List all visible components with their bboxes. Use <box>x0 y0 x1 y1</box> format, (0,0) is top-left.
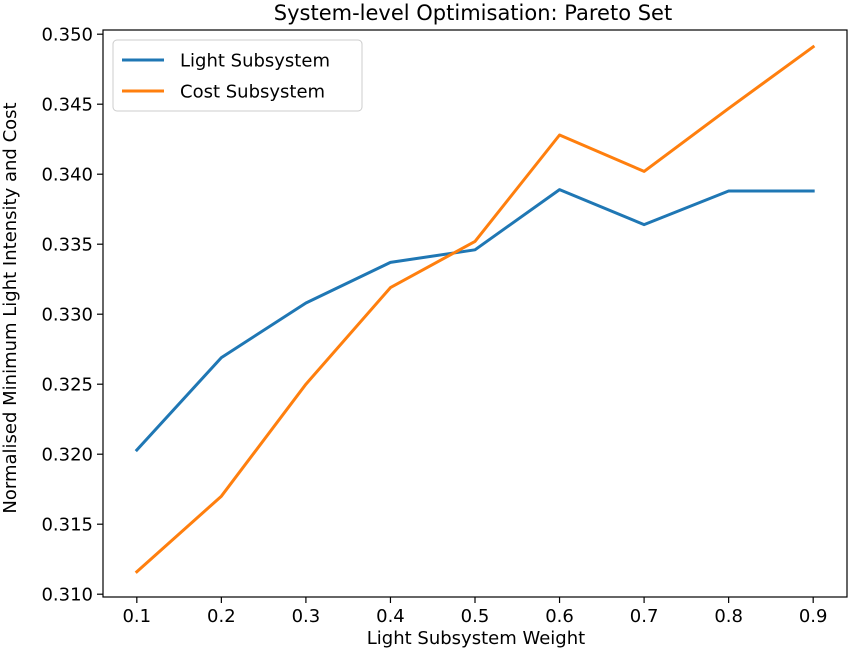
y-tick-label: 0.340 <box>41 165 93 186</box>
legend: Light Subsystem Cost Subsystem <box>112 39 363 112</box>
x-tick-label: 0.7 <box>630 606 659 627</box>
y-tick-label: 0.315 <box>41 515 93 536</box>
x-tick-label: 0.9 <box>799 606 828 627</box>
x-tick-label: 0.6 <box>545 606 574 627</box>
chart-title: System-level Optimisation: Pareto Set <box>274 1 672 25</box>
legend-box <box>112 39 363 112</box>
y-tick-label: 0.325 <box>41 375 93 396</box>
y-tick-label: 0.345 <box>41 95 93 116</box>
x-tick-label: 0.2 <box>207 606 236 627</box>
y-axis-label: Normalised Minimum Light Intensity and C… <box>0 102 21 513</box>
x-tick-label: 0.5 <box>461 606 490 627</box>
x-tick-label: 0.8 <box>714 606 743 627</box>
x-tick-label: 0.1 <box>122 606 151 627</box>
axes-layer: 0.1 0.2 0.3 0.4 0.5 0.6 0.7 0.8 0.9 0.310 0.315 0.3… <box>41 25 848 627</box>
y-tick-label: 0.330 <box>41 305 93 326</box>
y-tick-label: 0.320 <box>41 445 93 466</box>
x-axis-label: Light Subsystem Weight <box>367 628 585 649</box>
x-tick-label: 0.3 <box>292 606 321 627</box>
series-layer <box>134 44 816 574</box>
x-tick-label: 0.4 <box>376 606 405 627</box>
y-tick-label: 0.335 <box>41 235 93 256</box>
legend-label: Cost Subsystem <box>180 82 325 103</box>
y-tick-label: 0.350 <box>41 25 93 46</box>
y-tick-label: 0.310 <box>41 585 93 606</box>
legend-label: Light Subsystem <box>180 51 330 72</box>
